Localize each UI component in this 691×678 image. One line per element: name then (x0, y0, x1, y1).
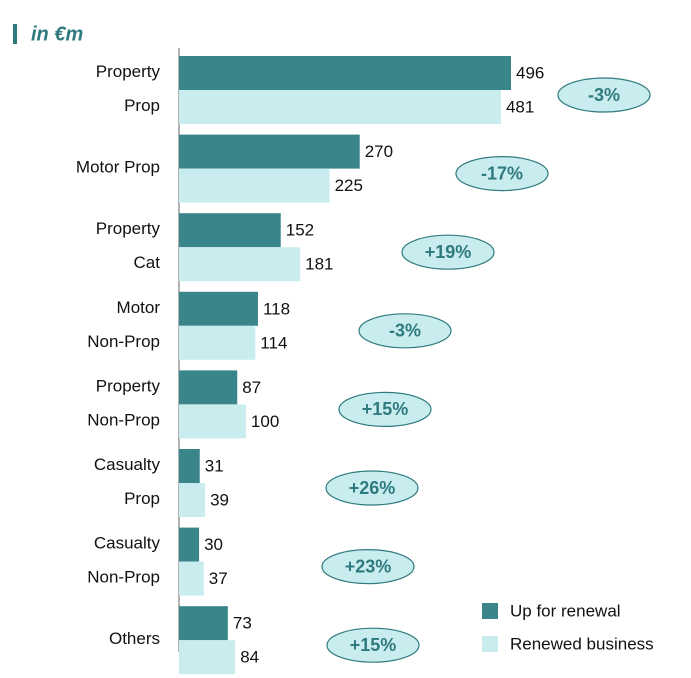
change-badge (455, 156, 549, 192)
change-label: +15% (350, 635, 397, 655)
value-label: 37 (209, 569, 228, 588)
bar (179, 370, 238, 405)
change-label: +19% (425, 242, 472, 262)
category-label: Property Prop (96, 62, 161, 115)
legend-swatch (482, 603, 498, 619)
bar (179, 168, 330, 203)
category-label: Motor Non-Prop (87, 298, 160, 351)
change-badge (401, 234, 495, 270)
legend-label: Up for renewal (510, 601, 621, 620)
category-label: Property Non-Prop (87, 377, 160, 430)
category-label: Property Cat (96, 220, 161, 273)
value-label: 87 (242, 378, 261, 397)
bar (179, 606, 228, 641)
bar (179, 640, 236, 675)
bar (179, 527, 200, 562)
legend-label: Renewed business (510, 634, 654, 653)
change-badge (358, 313, 452, 349)
change-badge (326, 627, 420, 663)
change-badge (325, 470, 419, 506)
value-label: 39 (210, 490, 229, 509)
value-label: 84 (240, 648, 259, 667)
bar (179, 449, 200, 483)
category-label: Others (109, 630, 160, 649)
bar (179, 483, 206, 517)
value-label: 30 (204, 535, 223, 554)
change-label: +26% (349, 478, 396, 498)
bar (179, 561, 204, 596)
value-label: 114 (260, 333, 287, 352)
change-label: +15% (362, 399, 409, 419)
bar (179, 247, 301, 282)
value-label: 100 (251, 412, 279, 431)
chart-title: in €m (31, 23, 83, 45)
value-label: 225 (335, 176, 363, 195)
value-label: 496 (516, 63, 544, 82)
bar (179, 404, 246, 439)
bar (179, 325, 256, 360)
change-label: -17% (481, 163, 523, 183)
category-label: Casualty Prop (94, 455, 161, 508)
value-label: 270 (365, 142, 393, 161)
category-label: Casualty Non-Prop (87, 534, 160, 587)
change-badge (338, 391, 432, 427)
change-label: -3% (389, 321, 421, 341)
bar (179, 213, 281, 248)
title-marker (13, 24, 17, 44)
category-label: Motor Prop (76, 158, 160, 177)
value-label: 152 (286, 221, 314, 240)
value-label: 118 (263, 299, 290, 318)
value-label: 31 (205, 456, 224, 475)
legend-swatch (482, 636, 498, 652)
change-label: -3% (588, 85, 620, 105)
bar (179, 134, 360, 169)
bar (179, 56, 511, 90)
bar (179, 90, 501, 124)
value-label: 73 (233, 614, 252, 633)
change-badge (557, 77, 651, 113)
bar (179, 291, 258, 326)
value-label: 481 (506, 97, 534, 116)
value-label: 181 (305, 255, 333, 274)
change-label: +23% (345, 556, 392, 576)
change-badge (321, 548, 415, 585)
